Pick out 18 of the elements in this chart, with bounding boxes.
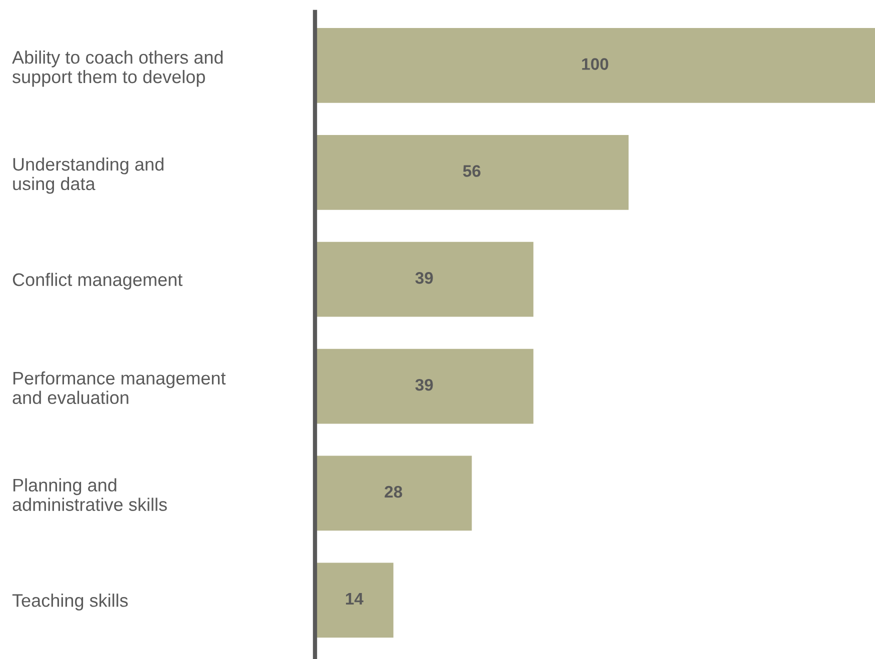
data-label: 56 [463,165,480,177]
data-label: 14 [346,593,364,604]
data-label: 100 [582,58,608,70]
y-tick-label: Ability to coach others and support them to develop [12,50,223,87]
bar [315,242,534,317]
bar [315,562,394,638]
bar [315,28,875,103]
y-tick-label: Teaching skills [12,594,128,610]
y-tick-label: Conflict management [12,272,182,290]
y-tick-label: Planning and administrative skills [12,478,167,511]
y-tick-label: Understanding and using data [13,157,164,194]
data-label: 39 [415,272,433,284]
data-label: 28 [384,486,402,498]
bar [315,134,629,210]
data-label: 39 [415,378,433,391]
y-tick-label: Performance management and evaluation [12,371,226,404]
bar [315,456,472,531]
bar [315,348,534,424]
